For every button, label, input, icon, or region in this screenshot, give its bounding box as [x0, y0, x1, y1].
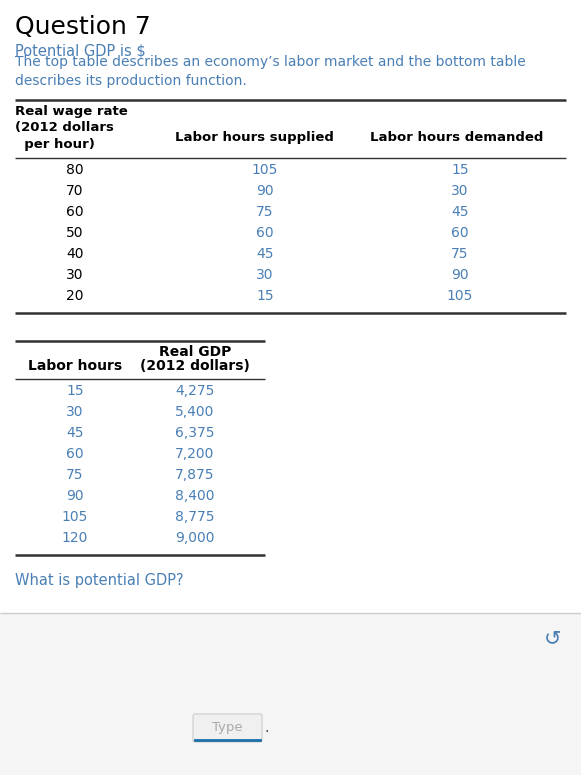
Text: 80: 80 — [66, 163, 84, 177]
Text: 50: 50 — [66, 226, 84, 240]
Text: 60: 60 — [66, 447, 84, 461]
Text: 60: 60 — [256, 226, 274, 240]
Bar — [0, 613, 581, 775]
Text: 15: 15 — [66, 384, 84, 398]
Text: 9,000: 9,000 — [175, 531, 215, 545]
Text: Real wage rate
(2012 dollars
  per hour): Real wage rate (2012 dollars per hour) — [15, 105, 128, 151]
Text: 75: 75 — [256, 205, 274, 219]
Text: 120: 120 — [62, 531, 88, 545]
Text: Question 7: Question 7 — [15, 15, 150, 39]
Text: 15: 15 — [451, 163, 469, 177]
Text: 7,200: 7,200 — [175, 447, 215, 461]
FancyBboxPatch shape — [193, 714, 262, 742]
Text: Potential GDP is $: Potential GDP is $ — [15, 43, 146, 58]
Text: 105: 105 — [62, 510, 88, 524]
Text: 5,400: 5,400 — [175, 405, 215, 419]
Text: 20: 20 — [66, 289, 84, 303]
Text: 45: 45 — [66, 426, 84, 440]
Text: 105: 105 — [447, 289, 473, 303]
Text: 40: 40 — [66, 247, 84, 261]
Text: ↺: ↺ — [543, 628, 561, 648]
Text: Labor hours: Labor hours — [28, 359, 122, 373]
Text: 105: 105 — [252, 163, 278, 177]
Text: 8,400: 8,400 — [175, 489, 215, 503]
Text: 90: 90 — [451, 268, 469, 282]
Text: 70: 70 — [66, 184, 84, 198]
Text: 90: 90 — [66, 489, 84, 503]
Text: Type: Type — [212, 722, 243, 735]
Text: 75: 75 — [451, 247, 469, 261]
Text: 90: 90 — [256, 184, 274, 198]
Text: The top table describes an economy’s labor market and the bottom table
describes: The top table describes an economy’s lab… — [15, 55, 526, 88]
Text: What is potential GDP?: What is potential GDP? — [15, 573, 184, 588]
Text: Labor hours demanded: Labor hours demanded — [370, 131, 543, 144]
Text: 15: 15 — [256, 289, 274, 303]
Text: 30: 30 — [256, 268, 274, 282]
Text: 30: 30 — [66, 405, 84, 419]
Text: Labor hours supplied: Labor hours supplied — [175, 131, 334, 144]
Text: 45: 45 — [451, 205, 469, 219]
Text: Real GDP: Real GDP — [159, 345, 231, 359]
Text: 4,275: 4,275 — [175, 384, 215, 398]
Text: 30: 30 — [66, 268, 84, 282]
Text: 75: 75 — [66, 468, 84, 482]
Text: 8,775: 8,775 — [175, 510, 215, 524]
Text: (2012 dollars): (2012 dollars) — [140, 359, 250, 373]
Text: 45: 45 — [256, 247, 274, 261]
Text: .: . — [265, 721, 270, 735]
Text: 7,875: 7,875 — [175, 468, 215, 482]
Text: 30: 30 — [451, 184, 469, 198]
Text: 60: 60 — [451, 226, 469, 240]
Text: 60: 60 — [66, 205, 84, 219]
Text: 6,375: 6,375 — [175, 426, 215, 440]
